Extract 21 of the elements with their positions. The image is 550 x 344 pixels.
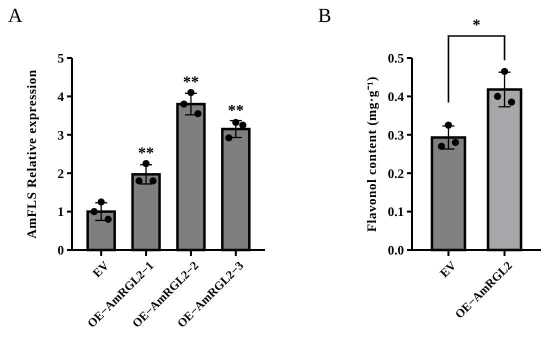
y-tick-label: 5 <box>58 50 64 66</box>
y-tick-label: 0.1 <box>388 204 404 220</box>
y-tick-label: 2 <box>58 166 64 181</box>
chart-title: A <box>8 5 23 27</box>
y-tick-label: 0.3 <box>388 127 404 142</box>
y-tick-label: 0.2 <box>388 166 404 181</box>
y-tick-label: 1 <box>58 204 64 220</box>
y-tick-label: 4 <box>58 88 64 104</box>
x-tick-label: EV <box>437 258 460 280</box>
chart-title: B <box>318 5 332 27</box>
y-axis-title: Flavonol content (mg·g⁻¹) <box>364 76 379 232</box>
annotation: ** <box>138 144 154 162</box>
y-tick-label: 0.0 <box>388 242 404 258</box>
annotation: ** <box>182 74 199 91</box>
y-tick-label: 0.4 <box>388 88 404 104</box>
y-tick-label: 0 <box>58 242 64 258</box>
annotation: ** <box>228 102 244 120</box>
y-tick-label: 3 <box>58 127 64 142</box>
text: * <box>472 17 480 34</box>
y-axis-title: AmFLS Relative expression <box>24 69 39 239</box>
y-tick-label: 0.5 <box>388 50 404 66</box>
